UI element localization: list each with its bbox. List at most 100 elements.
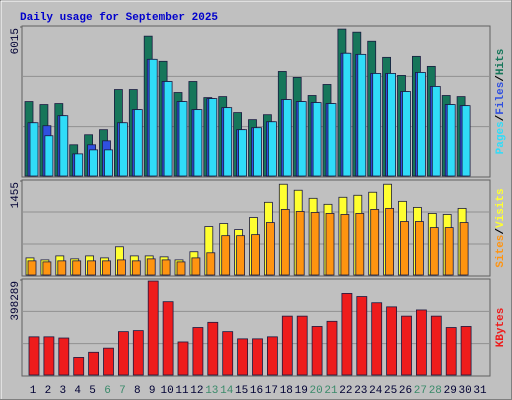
bar: [252, 338, 263, 376]
x-tick-label: 24: [369, 385, 383, 397]
bar: [104, 149, 113, 177]
x-tick-label: 15: [235, 385, 248, 397]
bar: [400, 221, 409, 276]
bar: [176, 261, 186, 276]
bar: [355, 213, 365, 276]
x-tick-label: 12: [190, 385, 203, 397]
bar: [251, 234, 260, 276]
bar: [44, 135, 54, 177]
x-tick-label: 18: [280, 385, 293, 397]
bar: [281, 315, 293, 376]
bar: [280, 209, 290, 276]
y-tick-label: 6015: [10, 28, 22, 54]
bar: [72, 260, 82, 276]
bar: [461, 105, 471, 177]
bar: [177, 341, 189, 376]
x-tick-label: 1: [30, 385, 37, 397]
bar: [460, 326, 472, 376]
bar: [207, 321, 219, 376]
bar: [341, 293, 353, 376]
bar: [206, 252, 216, 276]
x-tick-label: 23: [354, 385, 367, 397]
x-tick-label: 6: [104, 385, 111, 397]
bar: [208, 98, 218, 177]
legend: Sites/Visits: [495, 188, 507, 267]
bar: [27, 260, 37, 276]
x-tick-label: 17: [265, 385, 278, 397]
bar: [222, 331, 234, 376]
bar: [163, 81, 173, 177]
bar: [42, 261, 52, 276]
bar: [429, 227, 439, 276]
bar: [446, 104, 456, 177]
bar: [385, 207, 395, 276]
bar: [312, 102, 322, 177]
legend-entry: KBytes: [495, 308, 507, 348]
bar: [118, 331, 129, 376]
bar: [444, 227, 454, 276]
bar: [342, 52, 352, 177]
bar: [148, 58, 158, 177]
bar: [238, 129, 248, 177]
x-tick-label: 3: [59, 385, 66, 397]
x-tick-label: 27: [414, 385, 427, 397]
bar: [236, 235, 246, 276]
bar: [326, 320, 338, 376]
bar: [89, 149, 98, 177]
bar: [295, 211, 305, 276]
legend-separator: /: [495, 114, 507, 121]
bar: [282, 99, 292, 177]
bar: [237, 338, 249, 376]
bar: [178, 101, 188, 177]
bar: [87, 260, 96, 276]
bar: [311, 326, 323, 376]
chart-title: Daily usage for September 2025: [20, 12, 218, 24]
bar: [371, 302, 383, 376]
x-tick-label: 7: [119, 385, 126, 397]
bar: [102, 260, 111, 276]
bar: [386, 306, 398, 376]
x-tick-label: 19: [295, 385, 308, 397]
bar: [402, 91, 411, 177]
bar: [265, 222, 275, 276]
bar: [327, 103, 337, 177]
bar: [297, 101, 307, 177]
x-tick-label: 9: [149, 385, 156, 397]
bar: [221, 235, 231, 276]
bar: [370, 209, 380, 276]
bar: [57, 260, 67, 276]
y-tick-label: 398289: [10, 281, 22, 321]
legend-entry: Visits: [495, 188, 507, 228]
x-tick-label: 13: [205, 385, 218, 397]
bar: [431, 86, 441, 177]
bar: [131, 260, 141, 276]
x-tick-label: 26: [399, 385, 412, 397]
bar: [372, 73, 382, 177]
bar: [414, 221, 424, 276]
bar: [191, 257, 201, 276]
legend: KBytes: [495, 308, 507, 348]
x-tick-label: 16: [250, 385, 263, 397]
x-tick-label: 4: [74, 385, 81, 397]
bar: [103, 347, 114, 376]
x-tick-label: 30: [458, 385, 471, 397]
x-tick-label: 5: [89, 385, 96, 397]
x-tick-label: 20: [309, 385, 322, 397]
bar: [325, 213, 335, 276]
x-tick-label: 31: [473, 385, 487, 397]
bar: [59, 115, 69, 177]
bar: [58, 337, 70, 376]
bar: [267, 121, 277, 177]
x-tick-label: 21: [324, 385, 338, 397]
bar: [43, 336, 55, 376]
x-tick-label: 11: [175, 385, 189, 397]
bar: [146, 258, 156, 276]
bar: [147, 280, 159, 376]
bar: [459, 222, 469, 276]
x-tick-label: 29: [444, 385, 457, 397]
bar: [119, 122, 128, 177]
bar: [340, 214, 350, 276]
bar: [296, 315, 308, 376]
bar: [430, 315, 442, 376]
